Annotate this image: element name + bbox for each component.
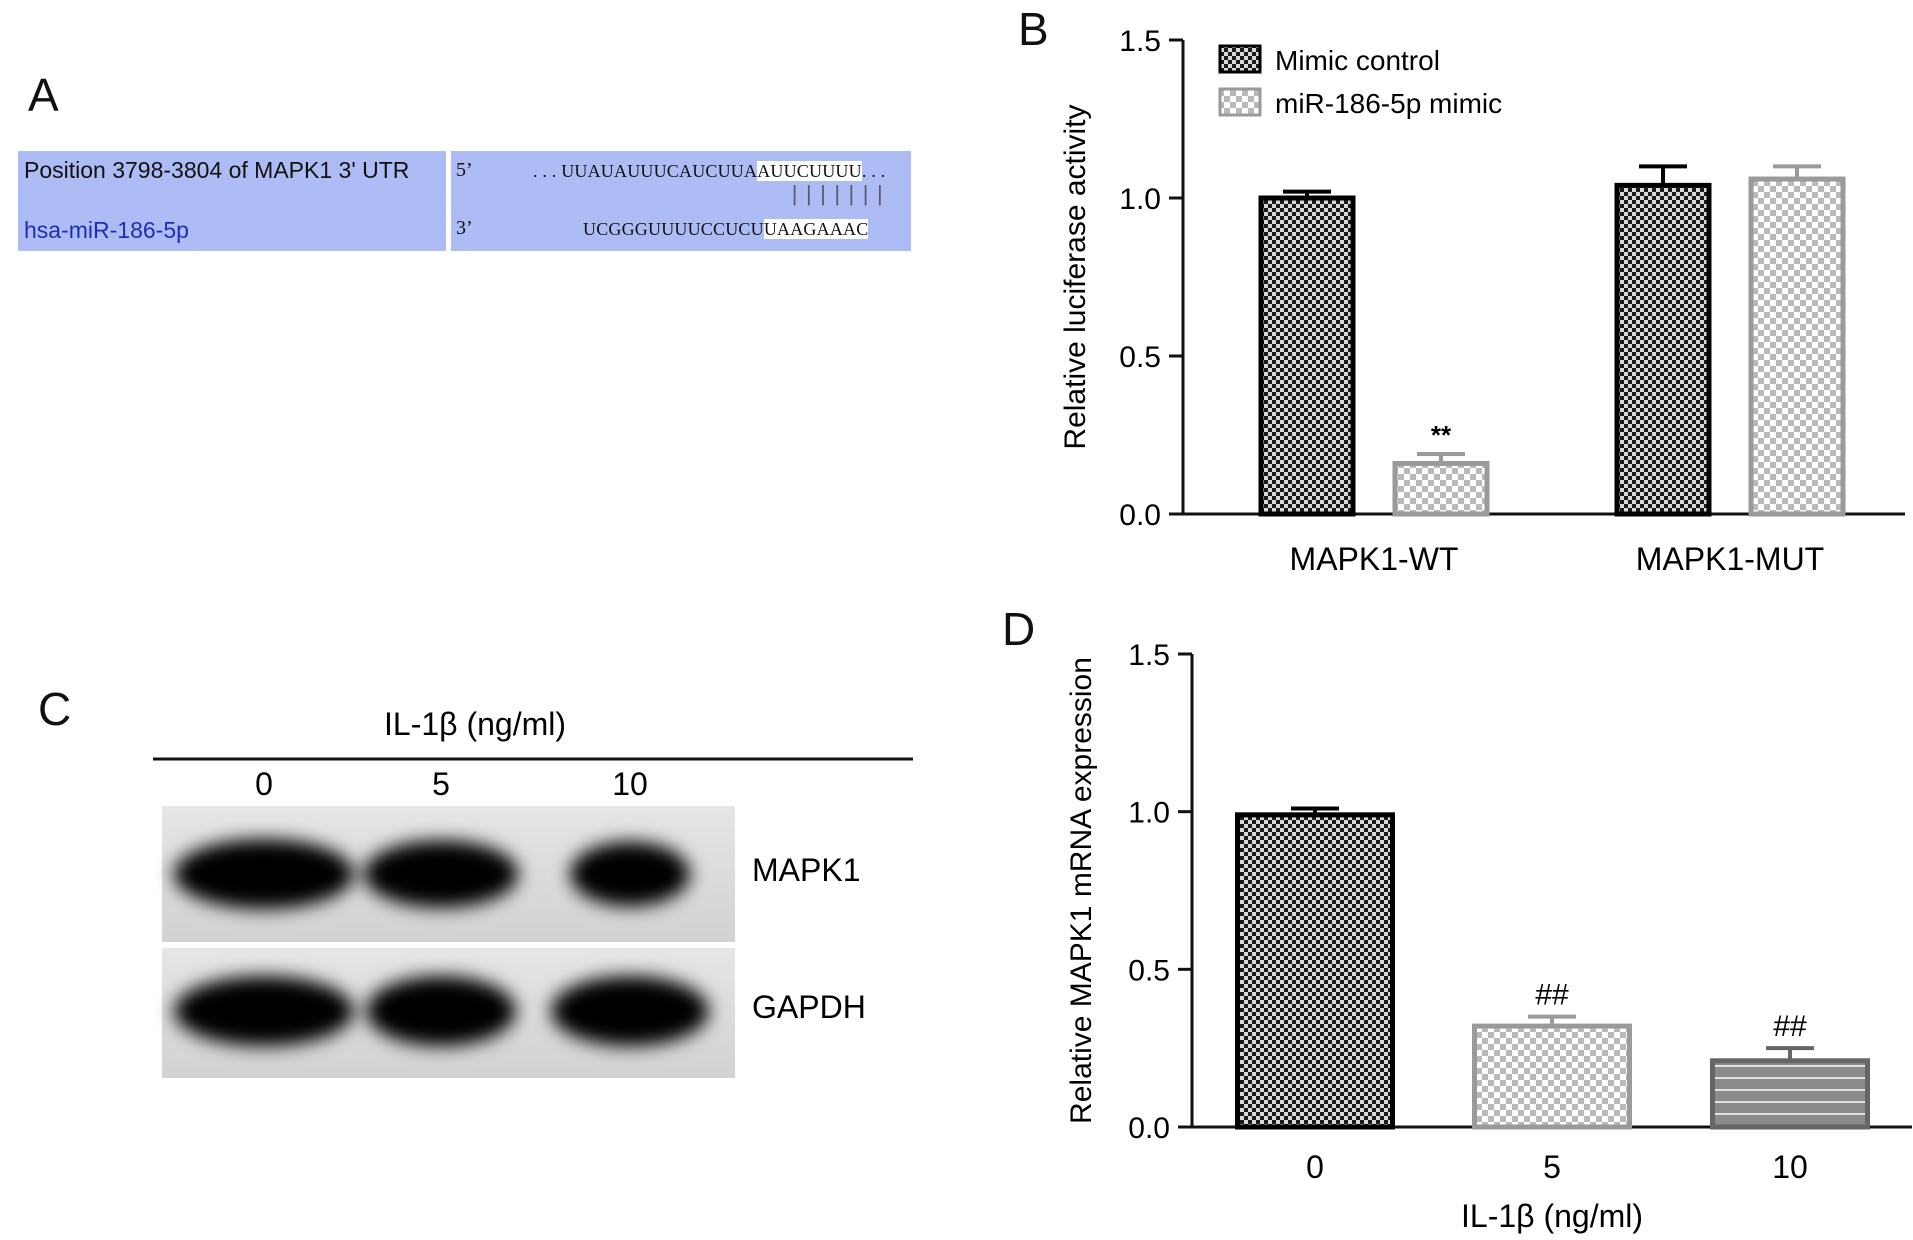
bar-mapk1-wt-series-0: [1258, 195, 1356, 517]
band-mapk1-lane-2: [570, 841, 690, 907]
chart-d-y-tick-label: 1.0: [1128, 797, 1170, 830]
band-mapk1-lane-1: [363, 840, 519, 908]
band-label-mapk1: MAPK1: [752, 852, 860, 888]
bar-mapk1-mut-series-1: [1748, 176, 1846, 517]
mirna-seq-seed: UAAGAAAC: [763, 219, 869, 239]
band-gapdh-lane-2: [551, 976, 709, 1046]
chart-b-y-axis-label: Relative luciferase activity: [1059, 104, 1092, 449]
chart-b-y-tick-label: 0.0: [1119, 499, 1161, 532]
target-prime: 5’: [456, 159, 473, 181]
chart-b-y-tick-label: 1.5: [1119, 25, 1161, 58]
chart-d-y-tick-label: 0.0: [1128, 1112, 1170, 1145]
panel-label-d: D: [1002, 603, 1036, 655]
chart-d-x-tick-label: 5: [1543, 1149, 1561, 1185]
bar-mapk1-wt-series-1: [1392, 460, 1490, 517]
legend-label-1: miR-186-5p mimic: [1275, 88, 1502, 119]
legend-swatch-0: [1218, 44, 1262, 74]
target-label: Position 3798-3804 of MAPK1 3' UTR: [24, 157, 410, 183]
panel-label-b: B: [1018, 3, 1049, 55]
chart-b-y-tick-label: 0.5: [1119, 341, 1161, 374]
panel-label-c: C: [38, 683, 72, 735]
seed-pairing: |||||||: [788, 183, 888, 208]
target-seq-post: . . .: [861, 161, 886, 181]
legend-label-0: Mimic control: [1275, 45, 1440, 76]
chart-d-y-tick-label: 0.5: [1128, 954, 1170, 987]
wb-treatment-label: IL-1β (ng/ml): [384, 706, 566, 742]
wb-lane-5: 5: [432, 766, 450, 802]
mirna-seq-pre: UCGGGUUUUCCUCU: [583, 219, 764, 239]
mirna-label: hsa-miR-186-5p: [24, 217, 189, 243]
mirna-prime: 3’: [456, 217, 473, 239]
wb-lane-10: 10: [612, 766, 648, 802]
target-seq-seed: AUUCUUUU: [757, 161, 862, 181]
chart-d-y-axis-label: Relative MAPK1 mRNA expression: [1065, 657, 1098, 1124]
bar-il1b-0: [1235, 812, 1395, 1130]
band-label-gapdh: GAPDH: [752, 989, 866, 1025]
chart-d-significance: ##: [1535, 979, 1569, 1012]
wb-lane-0: 0: [255, 766, 273, 802]
bar-il1b-5: [1472, 1023, 1632, 1130]
panel-label-a: A: [28, 69, 59, 121]
chart-d-y-tick-label: 1.5: [1128, 639, 1170, 672]
legend-swatch-1: [1218, 87, 1262, 117]
chart-b-significance: **: [1431, 420, 1452, 450]
target-sequence: . . . UUAUAUUUCAUCUUAAUUCUUUU. . .: [533, 161, 885, 182]
bar-il1b-10: [1710, 1058, 1870, 1130]
chart-d-x-tick-label: 10: [1772, 1149, 1808, 1185]
alignment-divider: [446, 151, 451, 251]
band-mapk1-lane-0: [174, 839, 354, 909]
chart-b-x-tick-label: MAPK1-WT: [1290, 541, 1459, 577]
mirna-sequence: UCGGGUUUUCCUCUUAAGAAAC: [583, 219, 869, 240]
target-seq-pre: . . . UUAUAUUUCAUCUUA: [533, 161, 758, 181]
sequence-alignment-box: Position 3798-3804 of MAPK1 3' UTR hsa-m…: [18, 151, 911, 251]
chart-b-x-tick-label: MAPK1-MUT: [1636, 541, 1824, 577]
band-gapdh-lane-0: [174, 976, 354, 1046]
chart-d-significance: ##: [1773, 1010, 1807, 1043]
chart-d-x-axis-label: IL-1β (ng/ml): [1461, 1198, 1643, 1234]
band-gapdh-lane-1: [366, 976, 516, 1046]
chart-b-y-tick-label: 1.0: [1119, 183, 1161, 216]
chart-d-x-tick-label: 0: [1306, 1149, 1324, 1185]
bar-mapk1-mut-series-0: [1614, 182, 1712, 517]
